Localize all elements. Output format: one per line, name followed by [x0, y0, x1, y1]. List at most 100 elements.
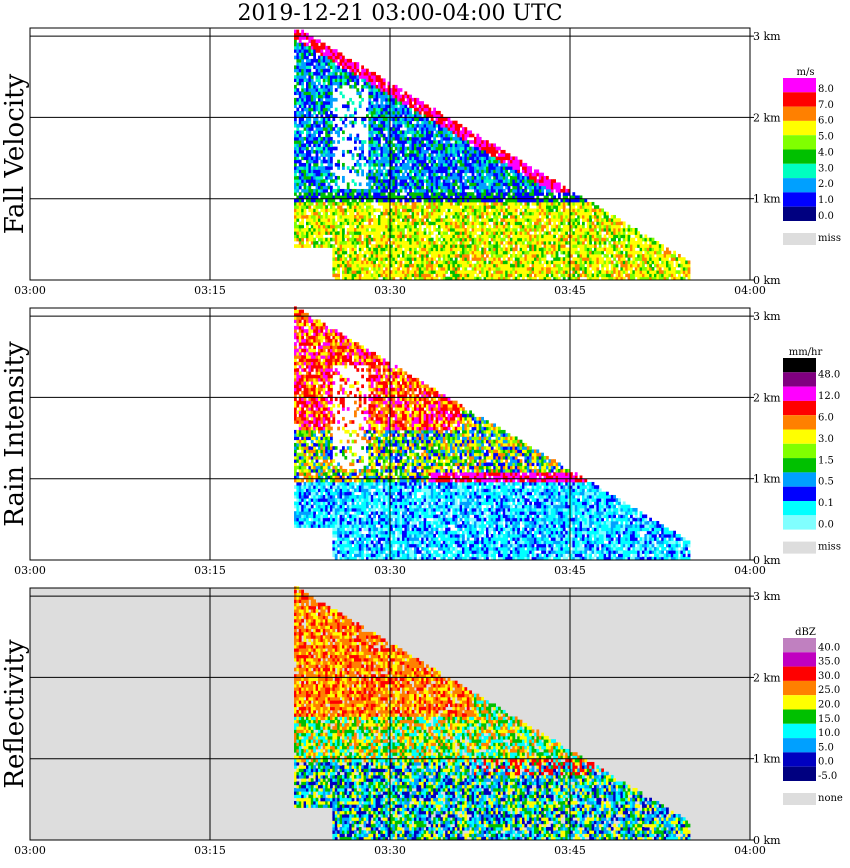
legend-swatch	[783, 766, 816, 781]
legend-unit: mm/hr	[789, 347, 823, 358]
legend-label: 12.0	[818, 391, 840, 402]
legend-swatch	[783, 709, 816, 724]
legend-swatch	[783, 372, 816, 387]
legend-swatch	[783, 178, 816, 193]
x-tick-label: 03:15	[194, 844, 226, 857]
legend-swatch	[783, 695, 816, 710]
panel-rain-intensity: 03:00 03:15 03:30 03:45 04:000 km 1 km 2 km 3 k…	[0, 306, 841, 577]
y-tick-label: 2 km	[753, 671, 781, 684]
legend-missing-swatch	[783, 793, 816, 805]
legend-label: 6.0	[818, 412, 834, 423]
x-tick-label: 04:00	[734, 564, 766, 577]
legend-label: 0.0	[818, 757, 834, 768]
legend-label: 10.0	[818, 728, 840, 739]
legend-label: 35.0	[818, 657, 840, 668]
legend-swatch	[783, 386, 816, 401]
legend-label: 40.0	[818, 642, 840, 653]
legend: m/s8.0 7.0 6.0 5.0 4.0 3.0 2.0 1.0 0.0 miss	[783, 67, 841, 245]
x-tick-label: 03:30	[374, 844, 406, 857]
y-tick-label: 1 km	[753, 193, 781, 206]
legend-label: 0.0	[818, 520, 834, 531]
legend-missing-label: miss	[818, 542, 841, 553]
legend-swatch	[783, 429, 816, 444]
y-tick-label: 3 km	[753, 310, 781, 323]
y-tick-label: 2 km	[753, 111, 781, 124]
legend-swatch	[783, 358, 816, 373]
chart-title: 2019-12-21 03:00-04:00 UTC	[237, 1, 563, 26]
legend-missing-swatch	[783, 541, 816, 554]
legend-swatch	[783, 78, 816, 93]
legend-label: 0.0	[818, 211, 834, 222]
legend-label: 1.5	[818, 455, 834, 466]
legend-label: 0.5	[818, 477, 834, 488]
legend-swatch	[783, 443, 816, 459]
x-tick-label: 03:45	[554, 284, 586, 297]
y-tick-label: 1 km	[753, 473, 781, 486]
legend-swatch	[783, 135, 816, 150]
legend-swatch	[783, 472, 816, 487]
legend-label: 0.1	[818, 498, 834, 509]
legend-label: 3.0	[818, 163, 834, 174]
panel-title: Reflectivity	[0, 639, 30, 788]
legend-swatch	[783, 652, 816, 667]
legend-swatch	[783, 680, 816, 696]
legend-unit: m/s	[797, 67, 815, 78]
legend-swatch	[783, 738, 816, 753]
x-tick-label: 03:45	[554, 844, 586, 857]
legend-missing-label: miss	[818, 233, 841, 244]
legend-swatch	[783, 752, 816, 767]
plot-frame	[29, 587, 751, 841]
panel-title: Rain Intensity	[0, 341, 30, 527]
y-tick-label: 0 km	[753, 554, 781, 567]
legend-label: 30.0	[818, 671, 840, 682]
legend-label: 6.0	[818, 116, 834, 127]
legend-swatch	[783, 415, 816, 430]
legend-swatch	[783, 666, 816, 681]
y-tick-label: 3 km	[753, 590, 781, 603]
legend-swatch	[783, 192, 816, 207]
plot-frame	[29, 27, 751, 281]
y-tick-label: 2 km	[753, 391, 781, 404]
x-tick-label: 03:00	[14, 564, 46, 577]
legend-label: 3.0	[818, 434, 834, 445]
legend-label: 7.0	[818, 100, 834, 111]
echo-cells	[294, 306, 691, 561]
legend-label: 5.0	[818, 742, 834, 753]
legend-label: 1.0	[818, 195, 834, 206]
legend-label: 15.0	[818, 714, 840, 725]
x-tick-label: 03:00	[14, 844, 46, 857]
legend-swatch	[783, 458, 816, 473]
legend-label: 48.0	[818, 369, 840, 380]
legend-swatch	[783, 206, 816, 221]
legend-swatch	[783, 163, 816, 179]
x-tick-label: 03:30	[374, 284, 406, 297]
legend-unit: dBZ	[795, 627, 816, 638]
legend-swatch	[783, 486, 816, 501]
legend-label: 2.0	[818, 179, 834, 190]
panel-title: Fall Velocity	[0, 73, 30, 234]
legend-label: 8.0	[818, 84, 834, 95]
legend-swatch	[783, 120, 816, 136]
legend-label: 20.0	[818, 700, 840, 711]
x-tick-label: 03:45	[554, 564, 586, 577]
x-tick-label: 03:15	[194, 564, 226, 577]
y-tick-label: 1 km	[753, 753, 781, 766]
legend: mm/hr 48.0 12.0 6.0 3.0 1.5 0.5 0.1 0.0 miss	[783, 347, 841, 554]
legend-label: 4.0	[818, 147, 834, 158]
y-tick-label: 3 km	[753, 30, 781, 43]
x-tick-label: 03:00	[14, 284, 46, 297]
legend-swatch	[783, 638, 816, 653]
legend-swatch	[783, 501, 816, 516]
legend-missing-swatch	[783, 233, 816, 245]
panel-fall-velocity: 03:00 03:15 03:30 03:45 04:000 km 1 km 2 km 3 k…	[0, 27, 841, 297]
legend-swatch	[783, 400, 816, 416]
legend-label: 5.0	[818, 132, 834, 143]
y-tick-label: 0 km	[753, 834, 781, 847]
panel-reflectivity: 03:00 03:15 03:30 03:45 04:000 km 1 km 2 km 3 k…	[0, 586, 843, 857]
echo-cells	[294, 29, 691, 281]
legend-missing-label: none	[818, 793, 843, 804]
y-tick-label: 0 km	[753, 274, 781, 287]
echo-cells	[294, 586, 691, 841]
